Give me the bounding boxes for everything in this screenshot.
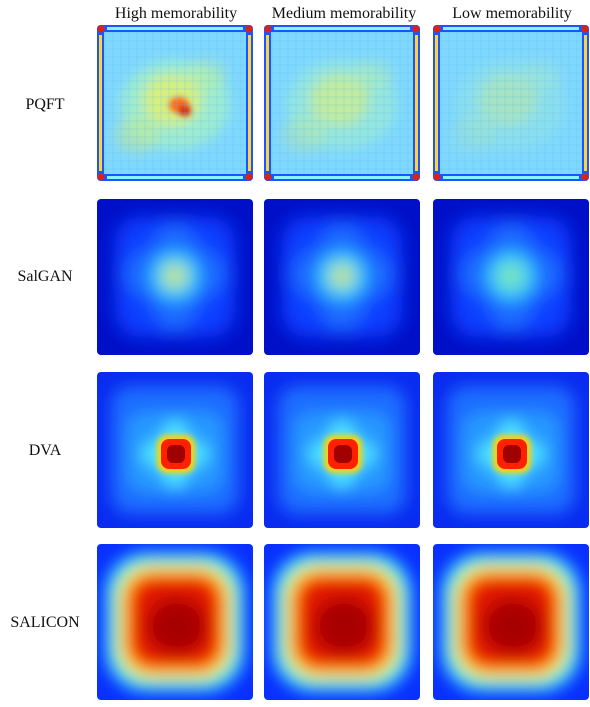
row-label-dva: DVA [28, 442, 62, 459]
heatmap-image [97, 199, 253, 355]
heatmap-image [97, 372, 253, 528]
column-title-high: High memorability [114, 5, 238, 22]
heatmap-image [264, 372, 420, 528]
saliency-map-pqft-high [97, 25, 253, 181]
heatmap-image [264, 544, 420, 700]
saliency-map-pqft-low [433, 25, 589, 181]
saliency-map-salicon-low [433, 544, 589, 700]
column-title-low: Low memorability [452, 5, 572, 22]
heatmap-image [97, 544, 253, 700]
column-title-medium: Medium memorability [271, 5, 417, 22]
row-label-salgan: SalGAN [17, 268, 73, 285]
saliency-map-salgan-medium [264, 199, 420, 355]
saliency-map-salicon-medium [264, 544, 420, 700]
row-label-salicon: SALICON [10, 614, 80, 631]
heatmap-image [264, 199, 420, 355]
saliency-map-dva-high [97, 372, 253, 528]
heatmap-image [433, 199, 589, 355]
heatmap-image [433, 25, 589, 181]
heatmap-image [433, 372, 589, 528]
saliency-map-salgan-low [433, 199, 589, 355]
saliency-map-pqft-medium [264, 25, 420, 181]
row-label-pqft: PQFT [25, 96, 65, 113]
saliency-map-salgan-high [97, 199, 253, 355]
heatmap-image [433, 544, 589, 700]
saliency-map-dva-medium [264, 372, 420, 528]
heatmap-image [97, 25, 253, 181]
heatmap-image [264, 25, 420, 181]
saliency-map-dva-low [433, 372, 589, 528]
saliency-map-salicon-high [97, 544, 253, 700]
